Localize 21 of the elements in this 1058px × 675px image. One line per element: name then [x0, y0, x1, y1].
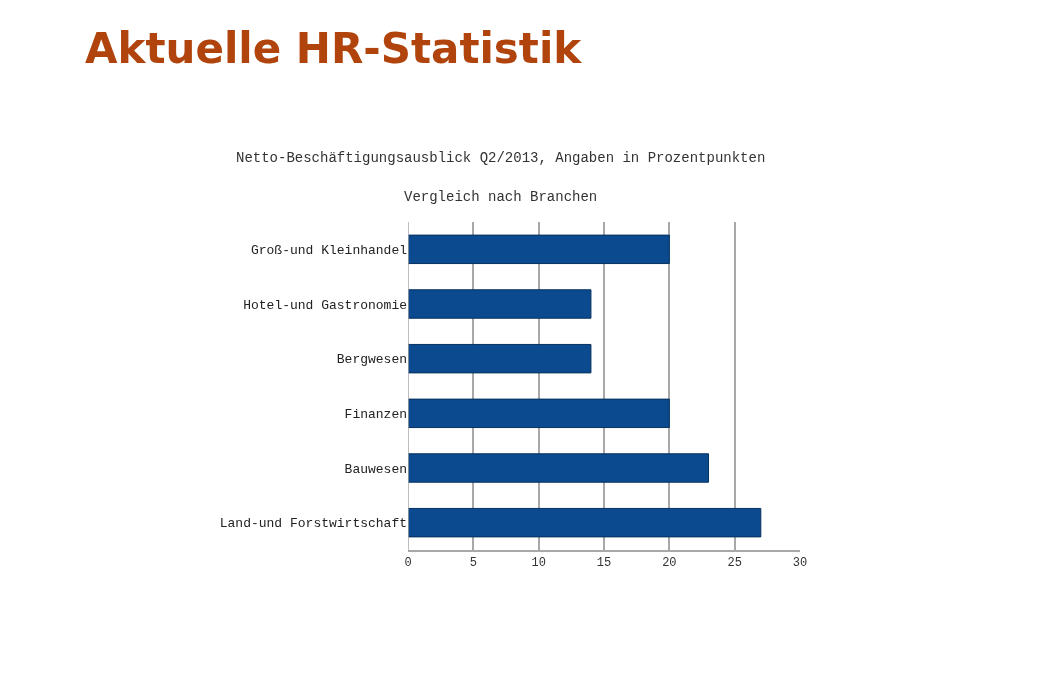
- x-tick-label: 20: [662, 556, 677, 571]
- x-tick-label: 10: [531, 556, 546, 571]
- y-tick-label: Finanzen: [344, 406, 407, 422]
- bar: [408, 343, 592, 374]
- x-tick-label: 15: [596, 556, 612, 571]
- x-tick-label: 25: [727, 556, 742, 571]
- bar: [408, 234, 670, 265]
- y-tick-label: Bauwesen: [344, 461, 407, 477]
- y-tick-label: Land-und Forstwirtschaft: [219, 516, 407, 532]
- bar: [408, 507, 762, 538]
- y-tick-label: Hotel-und Gastronomie: [243, 297, 407, 313]
- x-tick-label: 5: [469, 556, 477, 571]
- x-tick-label: 0: [404, 556, 412, 571]
- bar: [408, 398, 670, 429]
- bar: [408, 289, 592, 319]
- text: Netto-Beschäftigungsausblick Q2/2013, Angaben in Prozentpunkten Vergleich nach Branchen: [236, 150, 766, 205]
- y-tick-label: Bergwesen: [336, 352, 407, 368]
- chart-title: Aktuelle HR-Statistik: [85, 23, 583, 73]
- x-tick-label: 30: [792, 556, 808, 571]
- y-tick-label: Groß-und Kleinhandel: [250, 242, 408, 258]
- bar: [408, 453, 710, 483]
